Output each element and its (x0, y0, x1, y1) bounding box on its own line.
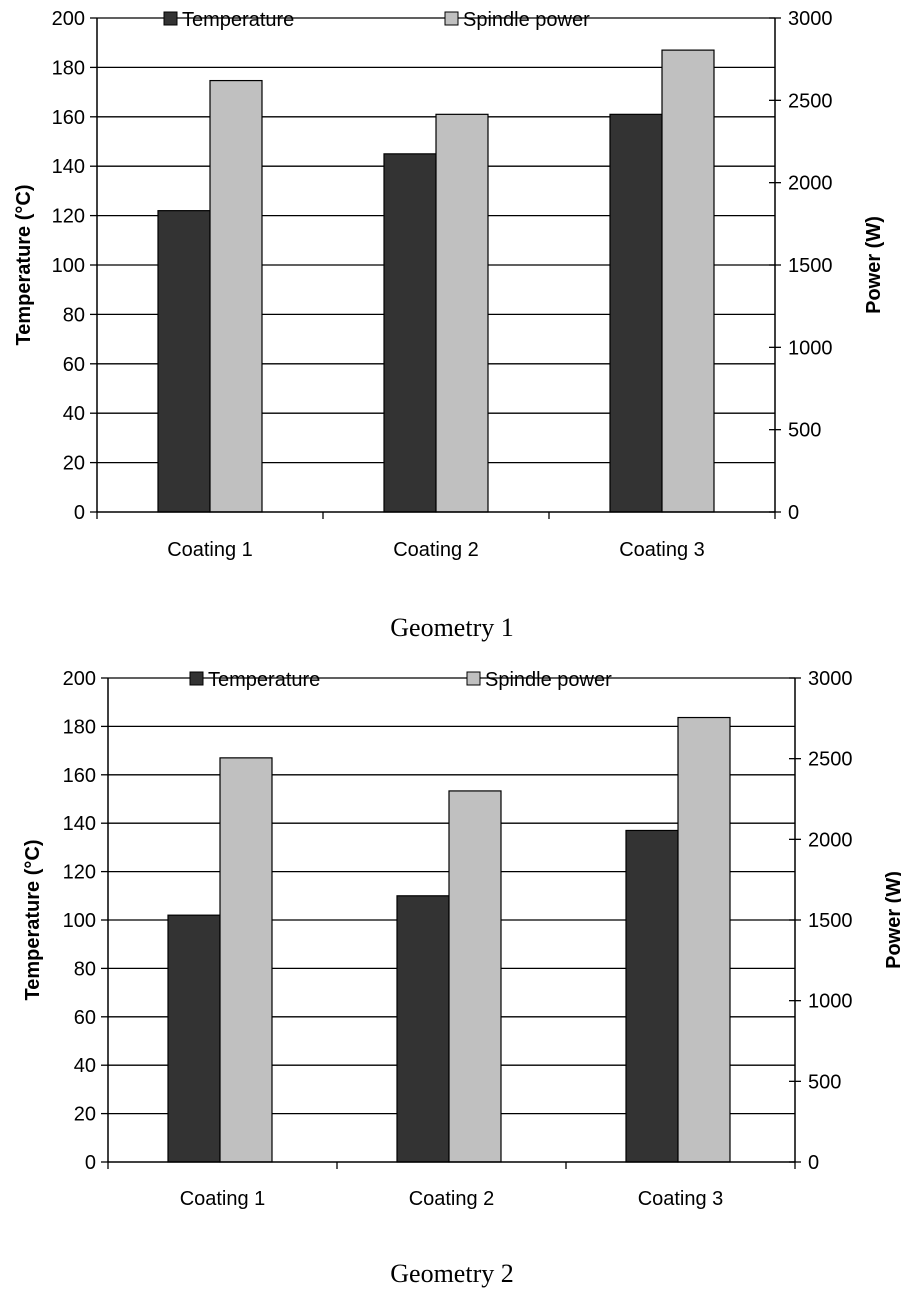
right-tick-label: 1500 (788, 255, 833, 277)
left-tick-label: 100 (52, 255, 85, 277)
legend-label-temperature: Temperature (208, 669, 320, 691)
legend-swatch-temperature (163, 11, 178, 26)
left-tick-label: 180 (52, 57, 85, 79)
spindle-power-bar (661, 49, 715, 513)
right-tick-label: 1500 (808, 910, 853, 932)
legend-swatch-temperature (189, 671, 204, 686)
temperature-bar (383, 153, 437, 513)
y-axis-title: Temperature (°C) (13, 185, 35, 346)
left-tick-label: 0 (85, 1152, 96, 1174)
right-tick-label: 500 (808, 1071, 841, 1093)
left-tick-label: 180 (63, 716, 96, 738)
category-label: Coating 3 (619, 539, 705, 561)
left-tick-label: 20 (63, 453, 85, 475)
left-tick-label: 0 (74, 502, 85, 524)
category-label: Coating 3 (638, 1188, 724, 1210)
right-tick-label: 500 (788, 420, 821, 442)
left-tick-label: 60 (74, 1007, 96, 1029)
temperature-bar (625, 829, 679, 1163)
right-tick-label: 2500 (788, 90, 833, 112)
right-tick-label: 0 (808, 1152, 819, 1174)
left-tick-label: 60 (63, 354, 85, 376)
spindle-power-bar (677, 716, 731, 1163)
legend-swatch-spindle-power (466, 671, 481, 686)
category-label: Coating 2 (409, 1188, 495, 1210)
y2-axis-title: Power (W) (883, 871, 901, 969)
left-tick-label: 20 (74, 1104, 96, 1126)
temperature-bar (167, 914, 221, 1163)
left-tick-label: 140 (63, 813, 96, 835)
legend: Temperature Spindle power (163, 9, 590, 31)
left-tick-label: 160 (63, 765, 96, 787)
right-tick-label: 0 (788, 502, 799, 524)
chart-caption: Geometry 2 (390, 1259, 513, 1288)
right-tick-label: 2000 (808, 829, 853, 851)
spindle-power-bar (219, 757, 273, 1163)
category-label: Coating 2 (393, 539, 479, 561)
right-tick-label: 1000 (788, 337, 833, 359)
y-axis-title: Temperature (°C) (22, 840, 44, 1001)
legend-label-temperature: Temperature (182, 9, 294, 31)
left-tick-label: 200 (63, 668, 96, 690)
chart-2: 0204060801001201401601802000500100015002… (22, 668, 901, 1288)
chart-caption: Geometry 1 (390, 613, 513, 642)
right-tick-label: 3000 (808, 668, 853, 690)
legend-label-spindle-power: Spindle power (463, 9, 590, 31)
left-tick-label: 140 (52, 156, 85, 178)
left-tick-label: 100 (63, 910, 96, 932)
right-tick-label: 2000 (788, 173, 833, 195)
left-tick-label: 160 (52, 107, 85, 129)
right-tick-label: 1000 (808, 991, 853, 1013)
left-tick-label: 40 (63, 403, 85, 425)
category-label: Coating 1 (167, 539, 253, 561)
left-tick-label: 120 (52, 206, 85, 228)
y2-axis-title: Power (W) (863, 216, 885, 314)
right-tick-label: 3000 (788, 8, 833, 30)
category-label: Coating 1 (180, 1188, 266, 1210)
legend-swatch-spindle-power (444, 11, 459, 26)
left-tick-label: 200 (52, 8, 85, 30)
spindle-power-bar (209, 79, 263, 513)
left-tick-label: 80 (63, 304, 85, 326)
spindle-power-bar (435, 113, 489, 513)
left-tick-label: 120 (63, 862, 96, 884)
legend: Temperature Spindle power (189, 669, 612, 691)
legend-label-spindle-power: Spindle power (485, 669, 612, 691)
temperature-bar (157, 210, 211, 513)
right-tick-label: 2500 (808, 749, 853, 771)
spindle-power-bar (448, 790, 502, 1163)
left-tick-label: 40 (74, 1055, 96, 1077)
temperature-bar (396, 895, 450, 1163)
left-tick-label: 80 (74, 958, 96, 980)
chart-1: 0204060801001201401601802000500100015002… (13, 8, 885, 642)
temperature-bar (609, 113, 663, 513)
